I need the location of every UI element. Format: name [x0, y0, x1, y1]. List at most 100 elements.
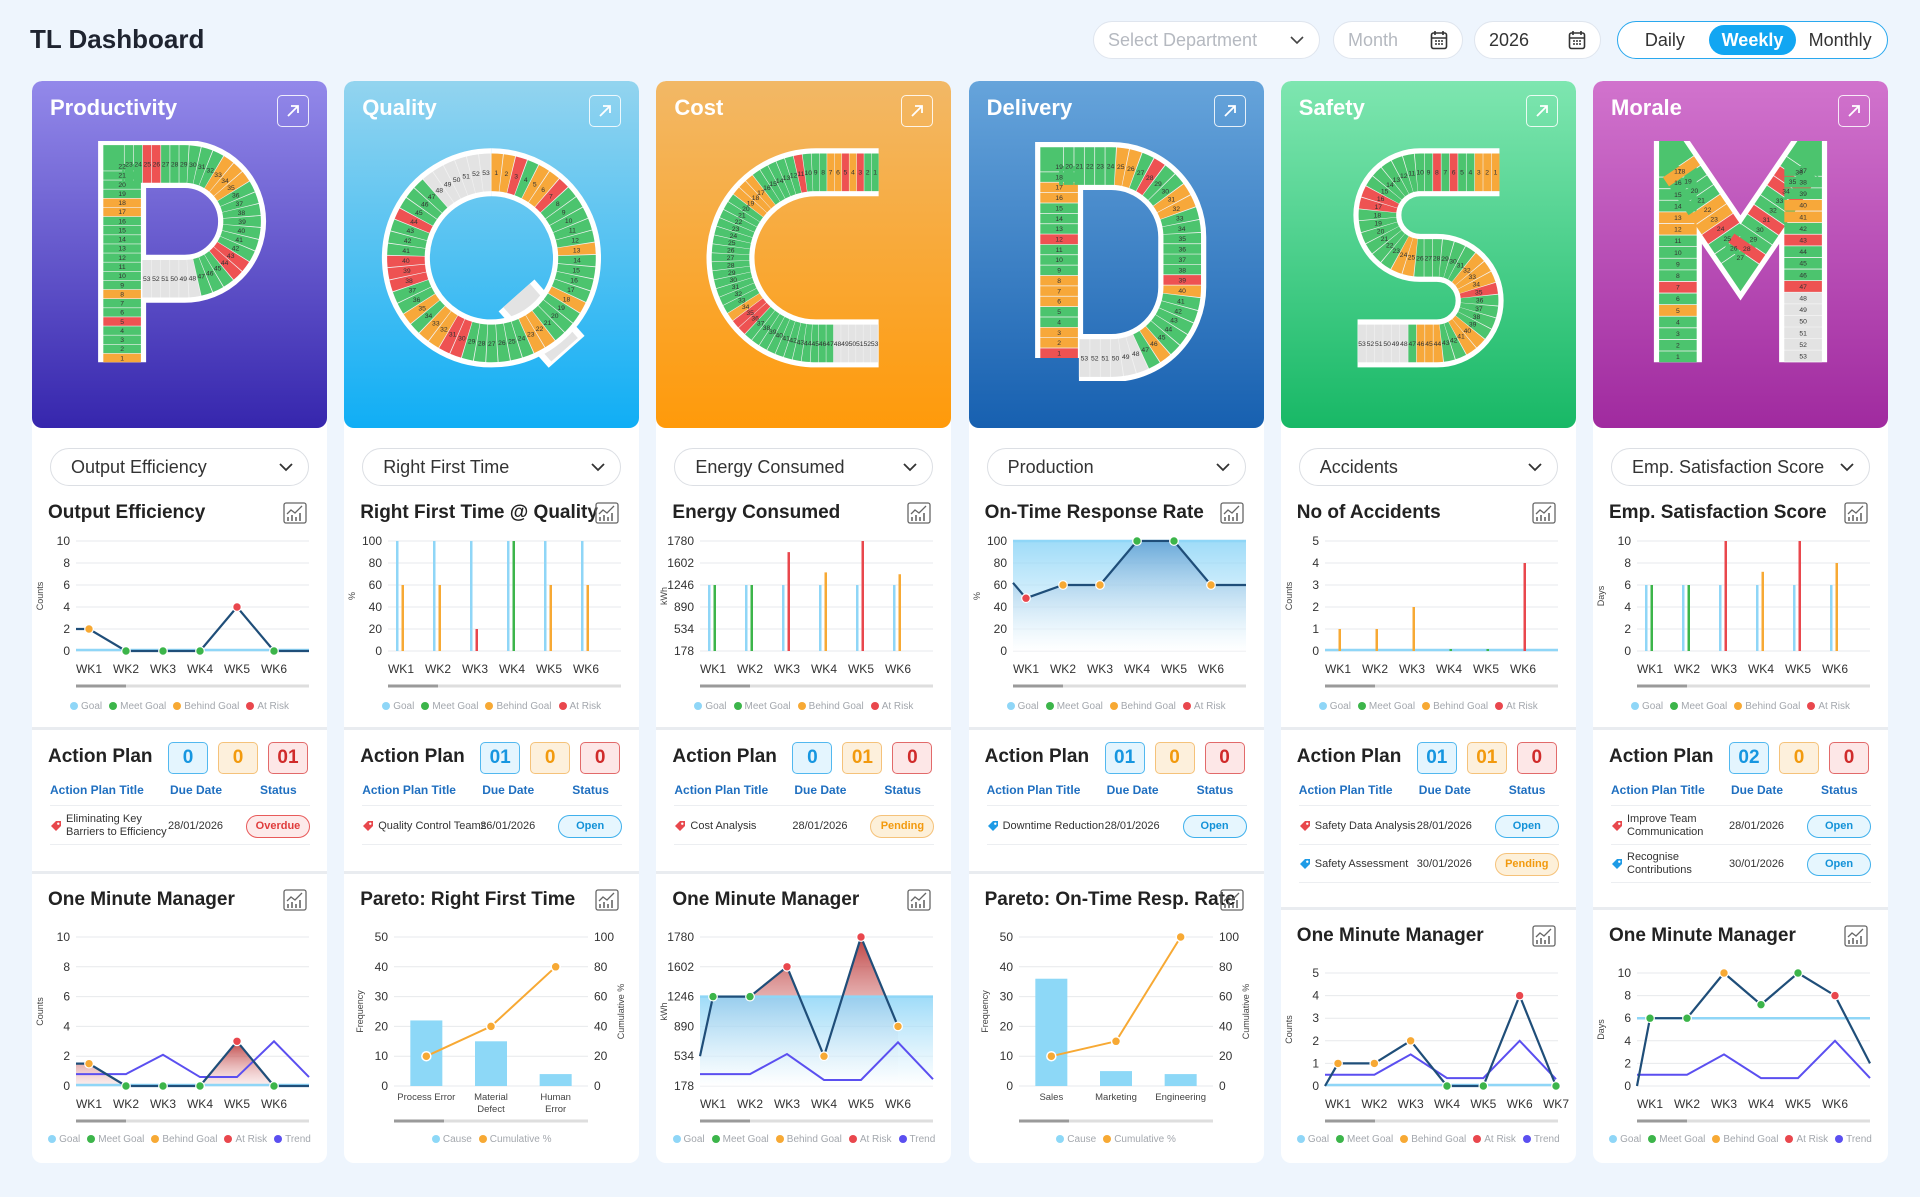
period-toggle[interactable]: Daily Weekly Monthly [1617, 21, 1888, 59]
metric-dropdown[interactable]: Production [986, 448, 1246, 486]
legend-item[interactable]: Meet Goal [711, 1134, 769, 1145]
legend-item[interactable]: Meet Goal [1670, 701, 1727, 712]
legend-item[interactable]: Behind Goal [1734, 701, 1800, 712]
legend-item[interactable]: Goal [48, 1134, 80, 1145]
chart-type-icon[interactable] [907, 889, 932, 911]
open-count-badge[interactable]: 0 [792, 742, 833, 774]
legend-item[interactable]: At Risk [1495, 701, 1538, 712]
legend-item[interactable]: Goal [1631, 701, 1663, 712]
data-point[interactable] [232, 1036, 242, 1047]
data-point[interactable] [121, 646, 131, 656]
action-plan-row[interactable]: Downtime Reduction 28/01/2026 Open [986, 807, 1247, 845]
legend-item[interactable]: Goal [1006, 701, 1039, 712]
data-point[interactable] [1830, 990, 1840, 1001]
action-plan-row[interactable]: Safety Assessment 30/01/2026 Pending [1298, 845, 1559, 883]
status-badge[interactable]: Open [1807, 815, 1871, 838]
legend-item[interactable]: Behind Goal [1400, 1134, 1466, 1145]
data-point[interactable] [1332, 1058, 1343, 1069]
legend-item[interactable]: At Risk [224, 1134, 267, 1145]
legend-item[interactable]: At Risk [870, 701, 913, 712]
legend-item[interactable]: At Risk [1807, 701, 1850, 712]
legend-item[interactable]: At Risk [246, 701, 289, 712]
data-point[interactable] [1205, 580, 1216, 590]
legend-item[interactable]: Goal [1609, 1134, 1641, 1145]
legend-item[interactable]: At Risk [1785, 1134, 1828, 1145]
legend-item[interactable]: Cause [431, 1134, 472, 1145]
metric-dropdown[interactable]: Emp. Satisfaction Score [1611, 448, 1870, 486]
action-plan-item-title[interactable]: Improve Team Communication [1627, 813, 1704, 838]
expand-button[interactable] [1213, 95, 1246, 127]
data-point[interactable] [1405, 1035, 1416, 1046]
action-plan-item-title[interactable]: Eliminating Key Barriers to Efficiency [66, 813, 167, 838]
chart-type-icon[interactable] [907, 502, 932, 524]
data-point[interactable] [1719, 968, 1729, 978]
overdue-count-badge[interactable]: 0 [1516, 742, 1557, 774]
data-point[interactable] [745, 991, 756, 1002]
legend-item[interactable]: Behind Goal [1422, 701, 1488, 712]
legend-item[interactable]: Cause [1056, 1134, 1096, 1145]
action-plan-item-title[interactable]: Cost Analysis [690, 819, 757, 832]
expand-button[interactable] [1525, 95, 1558, 127]
action-plan-item-title[interactable]: Safety Assessment [1314, 857, 1409, 870]
data-point[interactable] [1645, 1013, 1655, 1024]
legend-item[interactable]: Meet Goal [109, 701, 166, 712]
data-point[interactable] [195, 1081, 205, 1091]
period-weekly[interactable]: Weekly [1708, 25, 1797, 55]
data-point[interactable] [893, 1021, 904, 1032]
status-badge[interactable]: Open [1182, 815, 1247, 838]
data-point[interactable] [232, 602, 242, 612]
action-plan-item-title[interactable]: Quality Control Teams [378, 819, 487, 832]
legend-item[interactable]: At Risk [1473, 1134, 1516, 1145]
pending-count-badge[interactable]: 0 [218, 742, 258, 774]
pending-count-badge[interactable]: 0 [530, 742, 571, 774]
chart-type-icon[interactable] [1219, 889, 1244, 911]
chart-type-icon[interactable] [1532, 925, 1556, 947]
overdue-count-badge[interactable]: 0 [892, 742, 933, 774]
action-plan-row[interactable]: Safety Data Analysis 28/01/2026 Open [1298, 807, 1559, 845]
data-point[interactable] [1550, 1081, 1561, 1091]
data-point[interactable] [158, 1081, 168, 1091]
action-plan-row[interactable]: Eliminating Key Barriers to Efficiency 2… [50, 807, 310, 845]
legend-item[interactable]: At Risk [558, 701, 601, 712]
data-point[interactable] [782, 961, 793, 972]
action-plan-item-title[interactable]: Downtime Reduction [1002, 819, 1105, 832]
metric-dropdown[interactable]: Accidents [1298, 448, 1558, 486]
data-point[interactable] [1478, 1081, 1489, 1091]
pending-count-badge[interactable]: 0 [1154, 742, 1195, 774]
legend-item[interactable]: Meet Goal [1045, 701, 1103, 712]
legend-item[interactable]: Trend [1522, 1134, 1560, 1145]
legend-item[interactable]: Meet Goal [733, 701, 791, 712]
chart-type-icon[interactable] [283, 502, 307, 524]
status-badge[interactable]: Open [558, 815, 623, 838]
legend-item[interactable]: Trend [1835, 1134, 1872, 1145]
chart-type-icon[interactable] [595, 889, 619, 911]
status-badge[interactable]: Open [1494, 815, 1559, 838]
pending-count-badge[interactable]: 01 [842, 742, 883, 774]
legend-item[interactable]: Meet Goal [421, 701, 478, 712]
data-point[interactable] [1793, 968, 1803, 978]
data-point[interactable] [1756, 999, 1766, 1010]
data-point[interactable] [819, 1051, 830, 1062]
legend-item[interactable]: Behind Goal [1712, 1134, 1778, 1145]
data-point[interactable] [1094, 580, 1105, 590]
overdue-count-badge[interactable]: 0 [1829, 742, 1869, 774]
data-point[interactable] [121, 1081, 131, 1091]
open-count-badge[interactable]: 01 [1104, 742, 1145, 774]
open-count-badge[interactable]: 0 [168, 742, 208, 774]
month-picker[interactable]: Month [1333, 21, 1463, 59]
data-point[interactable] [158, 646, 168, 656]
legend-item[interactable]: Behind Goal [173, 701, 239, 712]
legend-item[interactable]: Meet Goal [1336, 1134, 1393, 1145]
data-point[interactable] [84, 1058, 94, 1069]
metric-dropdown[interactable]: Right First Time [362, 448, 622, 486]
status-badge[interactable]: Open [1807, 853, 1871, 876]
overdue-count-badge[interactable]: 0 [1204, 742, 1245, 774]
legend-item[interactable]: At Risk [1182, 701, 1226, 712]
legend-item[interactable]: Goal [70, 701, 102, 712]
legend-item[interactable]: Goal [1296, 1134, 1329, 1145]
action-plan-item-title[interactable]: Safety Data Analysis [1314, 819, 1416, 832]
status-badge[interactable]: Overdue [246, 815, 310, 838]
open-count-badge[interactable]: 01 [1416, 742, 1457, 774]
legend-item[interactable]: Goal [382, 701, 414, 712]
chart-type-icon[interactable] [1532, 502, 1556, 524]
